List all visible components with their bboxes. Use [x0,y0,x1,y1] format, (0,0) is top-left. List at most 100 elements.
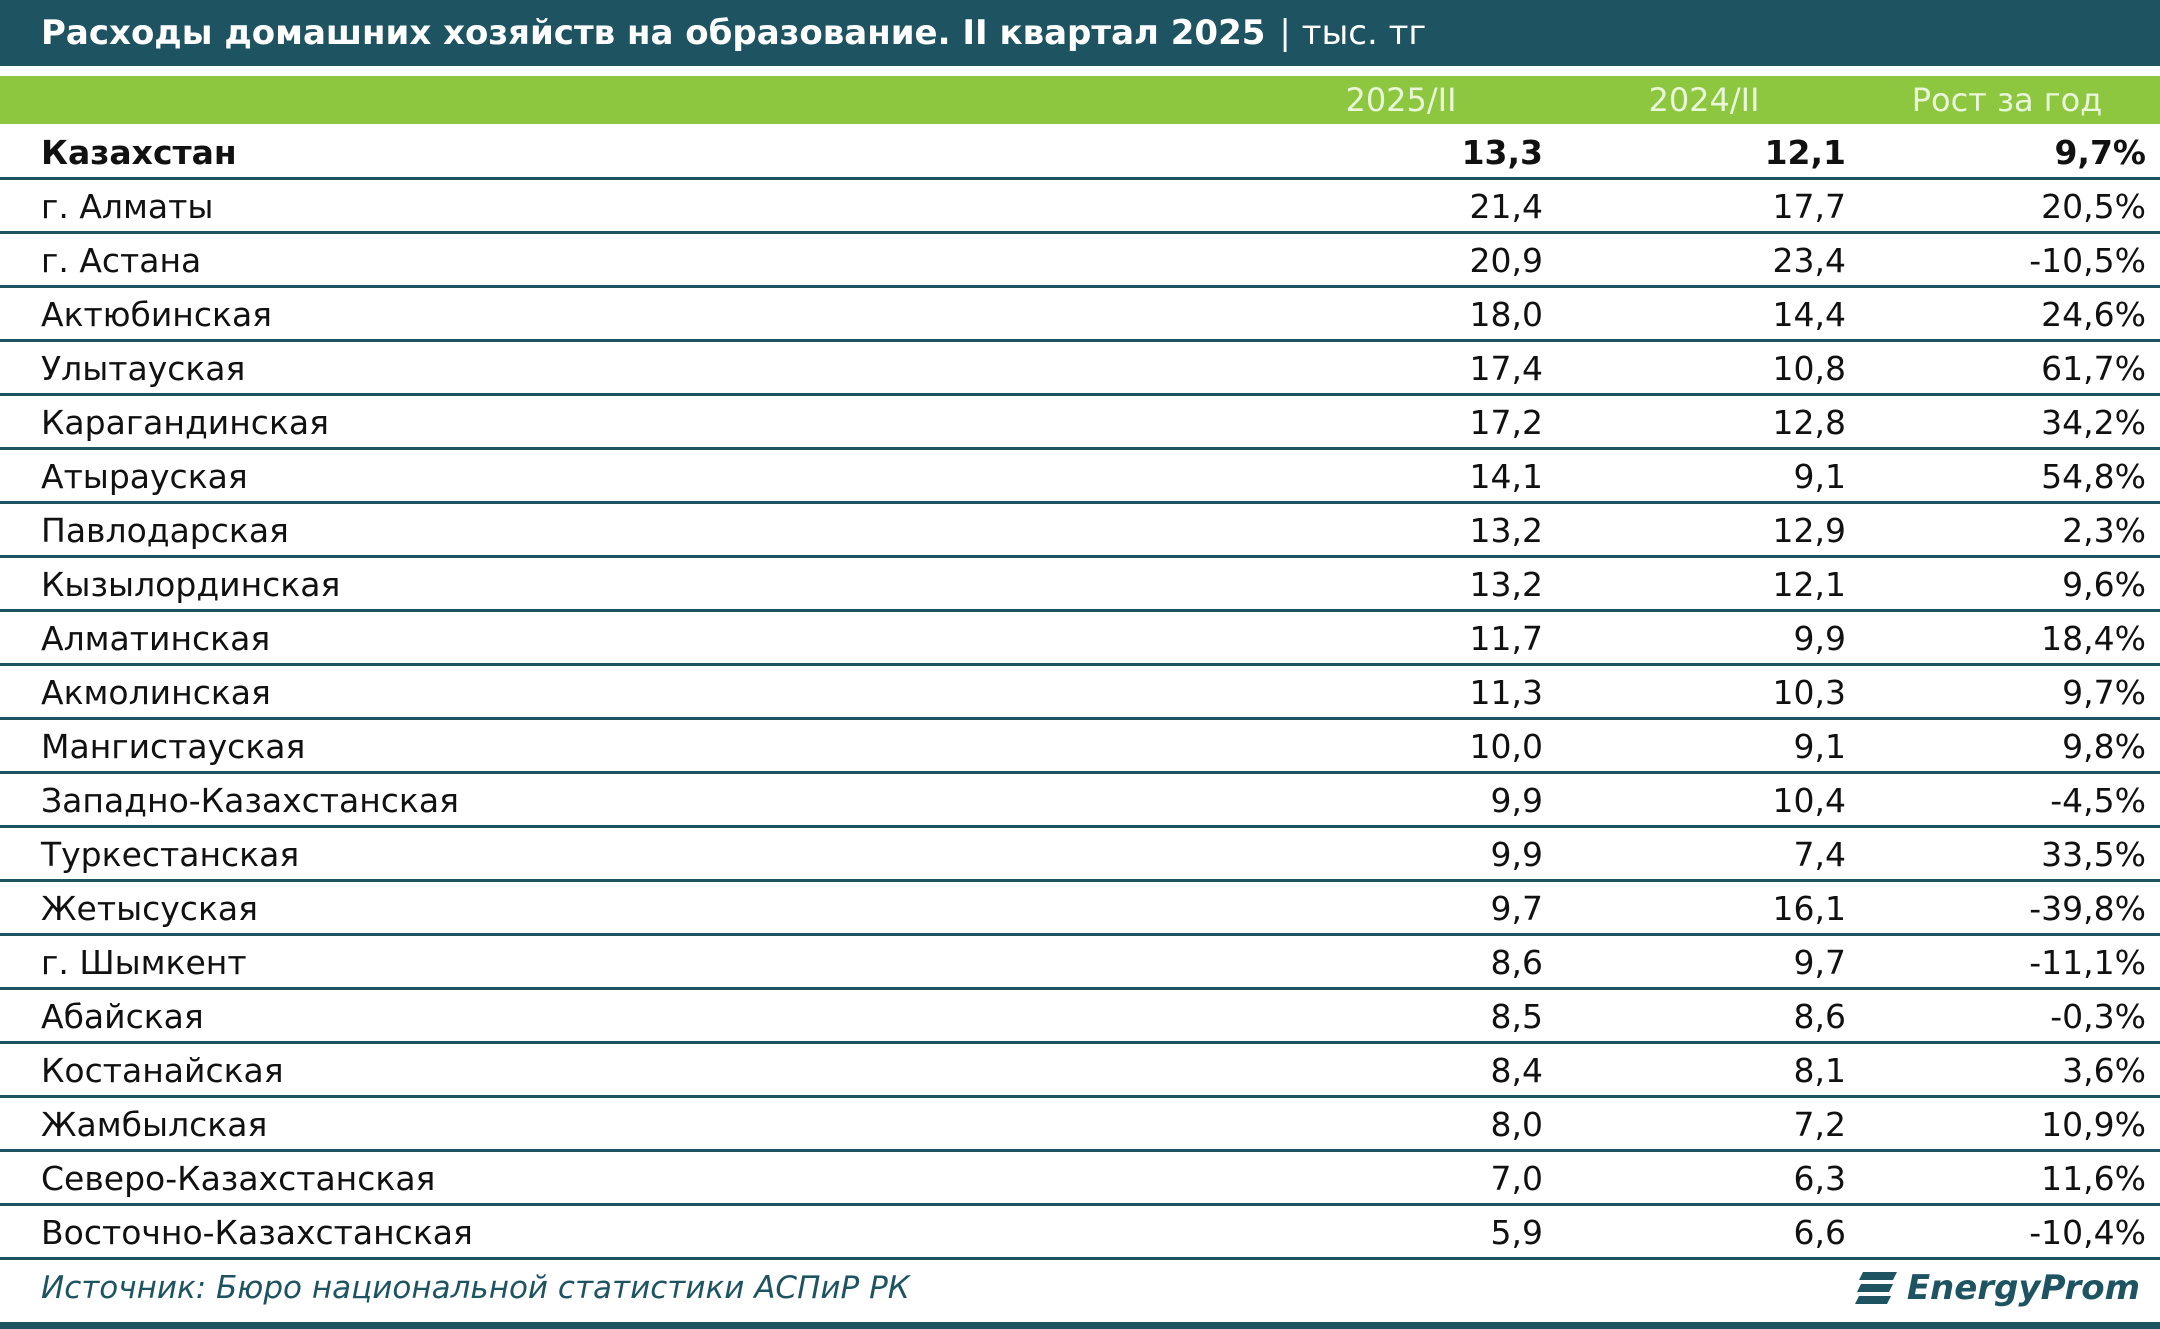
cell-value: 13,3 [1461,133,1543,172]
cell-value: 12,8 [1772,403,1846,442]
cell-value: 9,1 [1793,457,1846,496]
cell-value: 9,6% [2062,565,2146,604]
cell-value: 17,2 [1469,403,1543,442]
cell-value: 9,9 [1490,835,1543,874]
cell-value: 11,3 [1469,673,1543,712]
title-text: Расходы домашних хозяйств на образование… [41,13,1266,53]
table-row: Восточно-Казахстанская 5,9 6,6 -10,4% [0,1206,2160,1260]
cell-value: -10,4% [2029,1213,2146,1252]
cell-value: 9,9 [1793,619,1846,658]
cell-value: 8,6 [1490,943,1543,982]
region-name: Восточно-Казахстанская [41,1213,473,1252]
cell-value: 9,1 [1793,727,1846,766]
cell-value: 5,9 [1490,1213,1543,1252]
cell-value: -4,5% [2050,781,2146,820]
cell-value: 7,2 [1793,1105,1846,1144]
logo-icon [1854,1272,1897,1304]
cell-value: 14,1 [1469,457,1543,496]
table-row: Западно-Казахстанская 9,9 10,4 -4,5% [0,774,2160,828]
table-row: г. Алматы 21,4 17,7 20,5% [0,180,2160,234]
table-row: Актюбинская 18,0 14,4 24,6% [0,288,2160,342]
cell-value: 33,5% [2041,835,2146,874]
cell-value: -11,1% [2029,943,2146,982]
table-row: г. Астана 20,9 23,4 -10,5% [0,234,2160,288]
table-row: г. Шымкент 8,6 9,7 -11,1% [0,936,2160,990]
cell-value: 8,5 [1490,997,1543,1036]
region-name: Костанайская [41,1051,284,1090]
cell-value: 16,1 [1772,889,1846,928]
table-row: Жамбылская 8,0 7,2 10,9% [0,1098,2160,1152]
cell-value: 3,6% [2062,1051,2146,1090]
logo-text: EnergyProm [1906,1268,2140,1308]
region-name: Актюбинская [41,295,273,334]
cell-value: 9,9 [1490,781,1543,820]
cell-value: -39,8% [2029,889,2146,928]
title-bar: Расходы домашних хозяйств на образование… [0,0,2160,66]
cell-value: 6,6 [1793,1213,1846,1252]
table-row: Карагандинская 17,2 12,8 34,2% [0,396,2160,450]
cell-value: 11,7 [1469,619,1543,658]
region-name: Жамбылская [41,1105,268,1144]
region-name: Западно-Казахстанская [41,781,459,820]
region-name: г. Алматы [41,187,214,226]
region-name: г. Шымкент [41,943,247,982]
cell-value: 12,1 [1772,565,1846,604]
table-row: Казахстан 13,3 12,1 9,7% [0,126,2160,180]
table-header: 2025/II 2024/II Рост за год [0,76,2160,124]
cell-value: 6,3 [1793,1159,1846,1198]
cell-value: 9,7 [1490,889,1543,928]
cell-value: 2,3% [2062,511,2146,550]
region-name: Жетысуская [41,889,258,928]
region-name: Абайская [41,997,204,1036]
table-row: Костанайская 8,4 8,1 3,6% [0,1044,2160,1098]
cell-value: 34,2% [2041,403,2146,442]
cell-value: 9,7% [2054,133,2146,172]
region-name: Казахстан [41,133,237,172]
cell-value: 23,4 [1772,241,1846,280]
table-row: Северо-Казахстанская 7,0 6,3 11,6% [0,1152,2160,1206]
cell-value: 20,5% [2041,187,2146,226]
cell-value: 8,0 [1490,1105,1543,1144]
cell-value: 21,4 [1469,187,1543,226]
cell-value: 10,4 [1772,781,1846,820]
table-row: Атырауская 14,1 9,1 54,8% [0,450,2160,504]
cell-value: 10,3 [1772,673,1846,712]
table-row: Павлодарская 13,2 12,9 2,3% [0,504,2160,558]
title-unit: | тыс. тг [1279,13,1427,53]
bottom-bar [0,1322,2160,1329]
cell-value: 61,7% [2041,349,2146,388]
cell-value: 18,0 [1469,295,1543,334]
table-row: Алматинская 11,7 9,9 18,4% [0,612,2160,666]
cell-value: 13,2 [1469,565,1543,604]
cell-value: 13,2 [1469,511,1543,550]
title: Расходы домашних хозяйств на образование… [41,0,1426,66]
cell-value: -10,5% [2029,241,2146,280]
logo: EnergyProm [1854,1268,2140,1308]
cell-value: 12,9 [1772,511,1846,550]
region-name: Атырауская [41,457,248,496]
region-name: Кызылординская [41,565,341,604]
column-header: Рост за год [1911,81,2103,119]
cell-value: 7,4 [1793,835,1846,874]
table-row: Улытауская 17,4 10,8 61,7% [0,342,2160,396]
table-row: Абайская 8,5 8,6 -0,3% [0,990,2160,1044]
cell-value: 20,9 [1469,241,1543,280]
cell-value: 8,4 [1490,1051,1543,1090]
region-name: Павлодарская [41,511,289,550]
cell-value: 14,4 [1772,295,1846,334]
region-name: Северо-Казахстанская [41,1159,436,1198]
region-name: Акмолинская [41,673,271,712]
table-row: Жетысуская 9,7 16,1 -39,8% [0,882,2160,936]
region-name: Алматинская [41,619,271,658]
cell-value: 54,8% [2041,457,2146,496]
cell-value: 12,1 [1764,133,1846,172]
source: Источник: Бюро национальной статистики А… [41,1270,910,1306]
table-row: Мангистауская 10,0 9,1 9,8% [0,720,2160,774]
cell-value: 11,6% [2041,1159,2146,1198]
cell-value: 10,0 [1469,727,1543,766]
table-row: Кызылординская 13,2 12,1 9,6% [0,558,2160,612]
cell-value: 17,4 [1469,349,1543,388]
column-header: 2025/II [1345,81,1457,119]
cell-value: 8,6 [1793,997,1846,1036]
